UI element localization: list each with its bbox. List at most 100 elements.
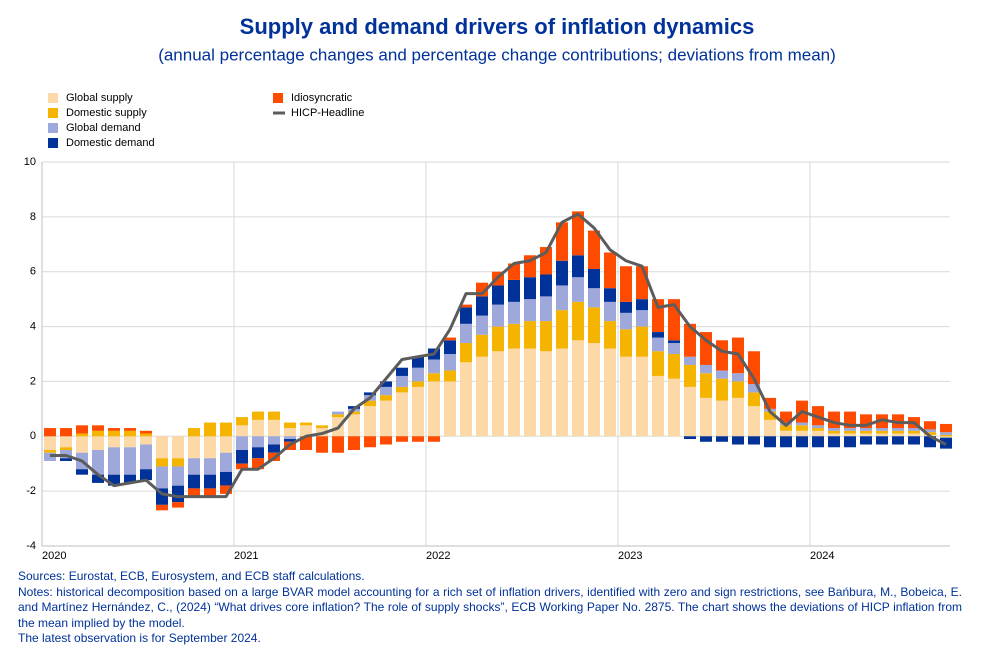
bar-segment <box>796 425 808 431</box>
bar-segment <box>684 386 696 437</box>
bar-segment <box>44 436 56 450</box>
legend-swatch <box>48 123 58 133</box>
bar-segment <box>396 392 408 437</box>
bar-segment <box>668 343 680 354</box>
y-tick-label: 2 <box>30 375 36 387</box>
bar-segment <box>252 419 264 437</box>
bar-segment <box>44 450 56 453</box>
bar-segment <box>476 334 488 357</box>
bar-segment <box>716 378 728 401</box>
bar-segment <box>268 436 280 445</box>
bar-segment <box>92 436 104 450</box>
bar-segment <box>652 332 664 338</box>
bar-segment <box>380 386 392 396</box>
bar-segment <box>524 299 536 322</box>
bar-segment <box>172 466 184 486</box>
bar-segment <box>92 430 104 437</box>
bar-segment <box>908 430 920 434</box>
bar-segment <box>940 432 952 435</box>
bar-segment <box>108 430 120 437</box>
bar-segment <box>908 433 920 437</box>
bar-segment <box>188 436 200 459</box>
bar-segment <box>556 310 568 349</box>
bar-segment <box>396 367 408 376</box>
bar-segment <box>556 285 568 311</box>
bar-segment <box>844 436 856 448</box>
bar-segment <box>604 321 616 349</box>
legend-label: HICP-Headline <box>291 107 364 119</box>
bar-segment <box>60 436 72 448</box>
bar-segment <box>236 425 248 437</box>
bar-segment <box>108 447 120 475</box>
bar-segment <box>812 430 824 437</box>
bar-segment <box>540 321 552 352</box>
bar-segment <box>364 400 376 407</box>
legend-label: Domestic demand <box>66 137 155 149</box>
bar-segment <box>508 323 520 349</box>
bar-segment <box>524 277 536 300</box>
bar-segment <box>348 436 360 450</box>
bar-segment <box>220 422 232 437</box>
bar-segment <box>812 436 824 448</box>
bar-segment <box>252 458 264 470</box>
bar-segment <box>412 356 424 368</box>
bar-segment <box>316 425 328 429</box>
bar-segment <box>188 488 200 497</box>
bar-segment <box>188 474 200 489</box>
bar-segment <box>236 450 248 464</box>
bar-segment <box>124 428 136 431</box>
bar-segment <box>604 348 616 437</box>
bar-segment <box>908 428 920 431</box>
x-tick-label: 2021 <box>234 550 258 562</box>
bar-segment <box>380 400 392 437</box>
bar-segment <box>60 428 72 437</box>
bar-segment <box>684 323 696 357</box>
notes: Sources: Eurostat, ECB, Eurosystem, and … <box>18 569 962 647</box>
bar-segment <box>460 307 472 324</box>
bar-segment <box>940 436 952 438</box>
bar-segment <box>284 428 296 437</box>
bar-segment <box>236 417 248 426</box>
bar-segment <box>860 433 872 437</box>
bar-segment <box>556 222 568 261</box>
bar-segment <box>316 436 328 453</box>
bar-segment <box>108 428 120 431</box>
bar-segment <box>204 488 216 497</box>
bar-segment <box>860 436 872 445</box>
bar-segment <box>908 436 920 445</box>
bar-segment <box>844 433 856 437</box>
bar-segment <box>204 422 216 437</box>
bar-segment <box>620 266 632 302</box>
bar-segment <box>604 252 616 289</box>
bar-segment <box>508 301 520 324</box>
bar-segment <box>780 430 792 437</box>
bar-segment <box>796 436 808 448</box>
bar-segment <box>588 307 600 344</box>
bar-segment <box>76 433 88 437</box>
bar-segment <box>620 312 632 330</box>
bar-segment <box>892 436 904 445</box>
bar-segment <box>332 411 344 415</box>
bar-segment <box>172 485 184 503</box>
bar-segment <box>204 474 216 489</box>
bar-segment <box>188 428 200 437</box>
bar-segment <box>604 301 616 322</box>
bar-segment <box>796 430 808 437</box>
bar-segment <box>828 430 840 434</box>
y-tick-label: 0 <box>30 430 36 442</box>
bar-segment <box>156 436 168 459</box>
bar-segment <box>476 356 488 437</box>
bar-segment <box>268 444 280 453</box>
bar-segment <box>844 428 856 431</box>
bar-segment <box>220 436 232 453</box>
bar-segment <box>300 425 312 437</box>
bar-segment <box>220 471 232 486</box>
bar-segment <box>620 301 632 313</box>
bar-segment <box>748 436 760 445</box>
bar-segment <box>828 436 840 448</box>
bar-segment <box>220 452 232 472</box>
note: Notes: historical decomposition based on… <box>18 584 962 630</box>
bar-segment <box>700 332 712 365</box>
chart: Supply and demand drivers of inflation d… <box>24 14 952 562</box>
bar-segment <box>444 337 456 341</box>
